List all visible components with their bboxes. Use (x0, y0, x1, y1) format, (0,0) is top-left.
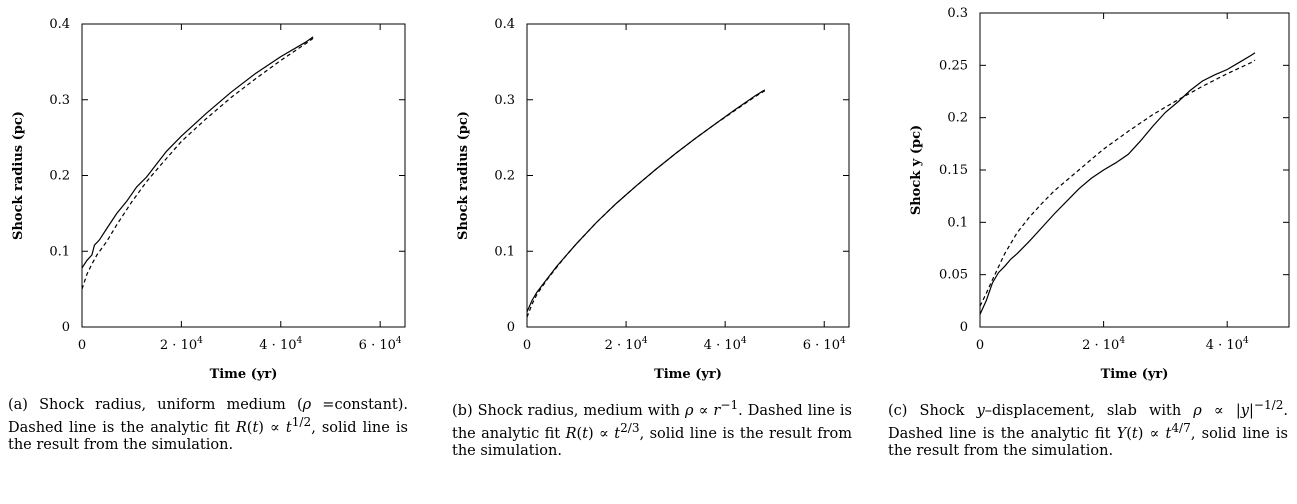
analytic-fit-line (81, 37, 314, 290)
x-axis-title: Time (yr) (654, 367, 722, 382)
y-tick-label: 0.25 (939, 58, 968, 73)
x-tick-label: 0 (78, 338, 86, 353)
x-tick-label: 6 · 104 (803, 336, 846, 353)
caption-a: (a) Shock radius, uniform medium (ρ =con… (8, 397, 408, 453)
y-tick-label: 0.2 (49, 169, 70, 184)
y-tick-label: 0.4 (494, 17, 515, 32)
y-tick-label: 0.3 (947, 6, 968, 21)
x-tick-label: 2 · 104 (605, 336, 648, 353)
simulation-line (979, 52, 1256, 315)
y-tick-label: 0.3 (49, 93, 70, 108)
x-tick-label: 0 (976, 338, 984, 353)
y-tick-label: 0.3 (494, 93, 515, 108)
y-axis-title: Shock radius (pc) (456, 111, 471, 240)
x-tick-label: 0 (523, 338, 531, 353)
y-tick-label: 0.1 (947, 215, 968, 230)
y-tick-label: 0 (507, 320, 515, 335)
y-tick-label: 0 (62, 320, 70, 335)
analytic-fit-line (979, 59, 1256, 307)
x-tick-label: 2 · 104 (1082, 336, 1125, 353)
y-axis-title: Shock y (pc) (909, 125, 924, 215)
analytic-fit-line (526, 90, 766, 318)
y-axis-title: Shock radius (pc) (11, 111, 26, 240)
y-tick-label: 0 (960, 320, 968, 335)
y-tick-label: 0.05 (939, 268, 968, 283)
caption-b: (b) Shock radius, medium with ρ ∝ r−1. D… (452, 398, 852, 459)
chart-c: 0 0.05 0.1 0.15 0.2 0.25 0.3 0 2 · 104 4 · 104 Tim… (909, 6, 1290, 382)
x-tick-label: 2 · 104 (160, 336, 203, 353)
plot-frame (81, 23, 406, 328)
y-tick-label: 0.1 (494, 244, 515, 259)
x-tick-label: 4 · 104 (1206, 336, 1249, 353)
simulation-line (81, 36, 314, 269)
x-tick-label: 6 · 104 (359, 336, 402, 353)
y-tick-label: 0.1 (49, 244, 70, 259)
x-tick-label: 4 · 104 (259, 336, 302, 353)
caption-c: (c) Shock y–displacement, slab with ρ ∝ … (888, 398, 1289, 459)
y-tick-label: 0.2 (494, 169, 515, 184)
y-tick-label: 0.2 (947, 111, 968, 126)
x-axis-title: Time (yr) (1101, 367, 1169, 382)
y-tick-label: 0.15 (939, 163, 968, 178)
chart-a: 0 0.1 0.2 0.3 0.4 0 2 · 104 4 · 104 6 · 104 Time … (11, 17, 406, 382)
x-tick-label: 4 · 104 (704, 336, 747, 353)
plot-frame (526, 23, 850, 328)
y-tick-label: 0.4 (49, 17, 70, 32)
simulation-line (526, 89, 766, 313)
x-axis-title: Time (yr) (210, 367, 278, 382)
chart-b: 0 0.1 0.2 0.3 0.4 0 2 · 104 4 · 104 6 · 104 Time … (456, 17, 850, 382)
